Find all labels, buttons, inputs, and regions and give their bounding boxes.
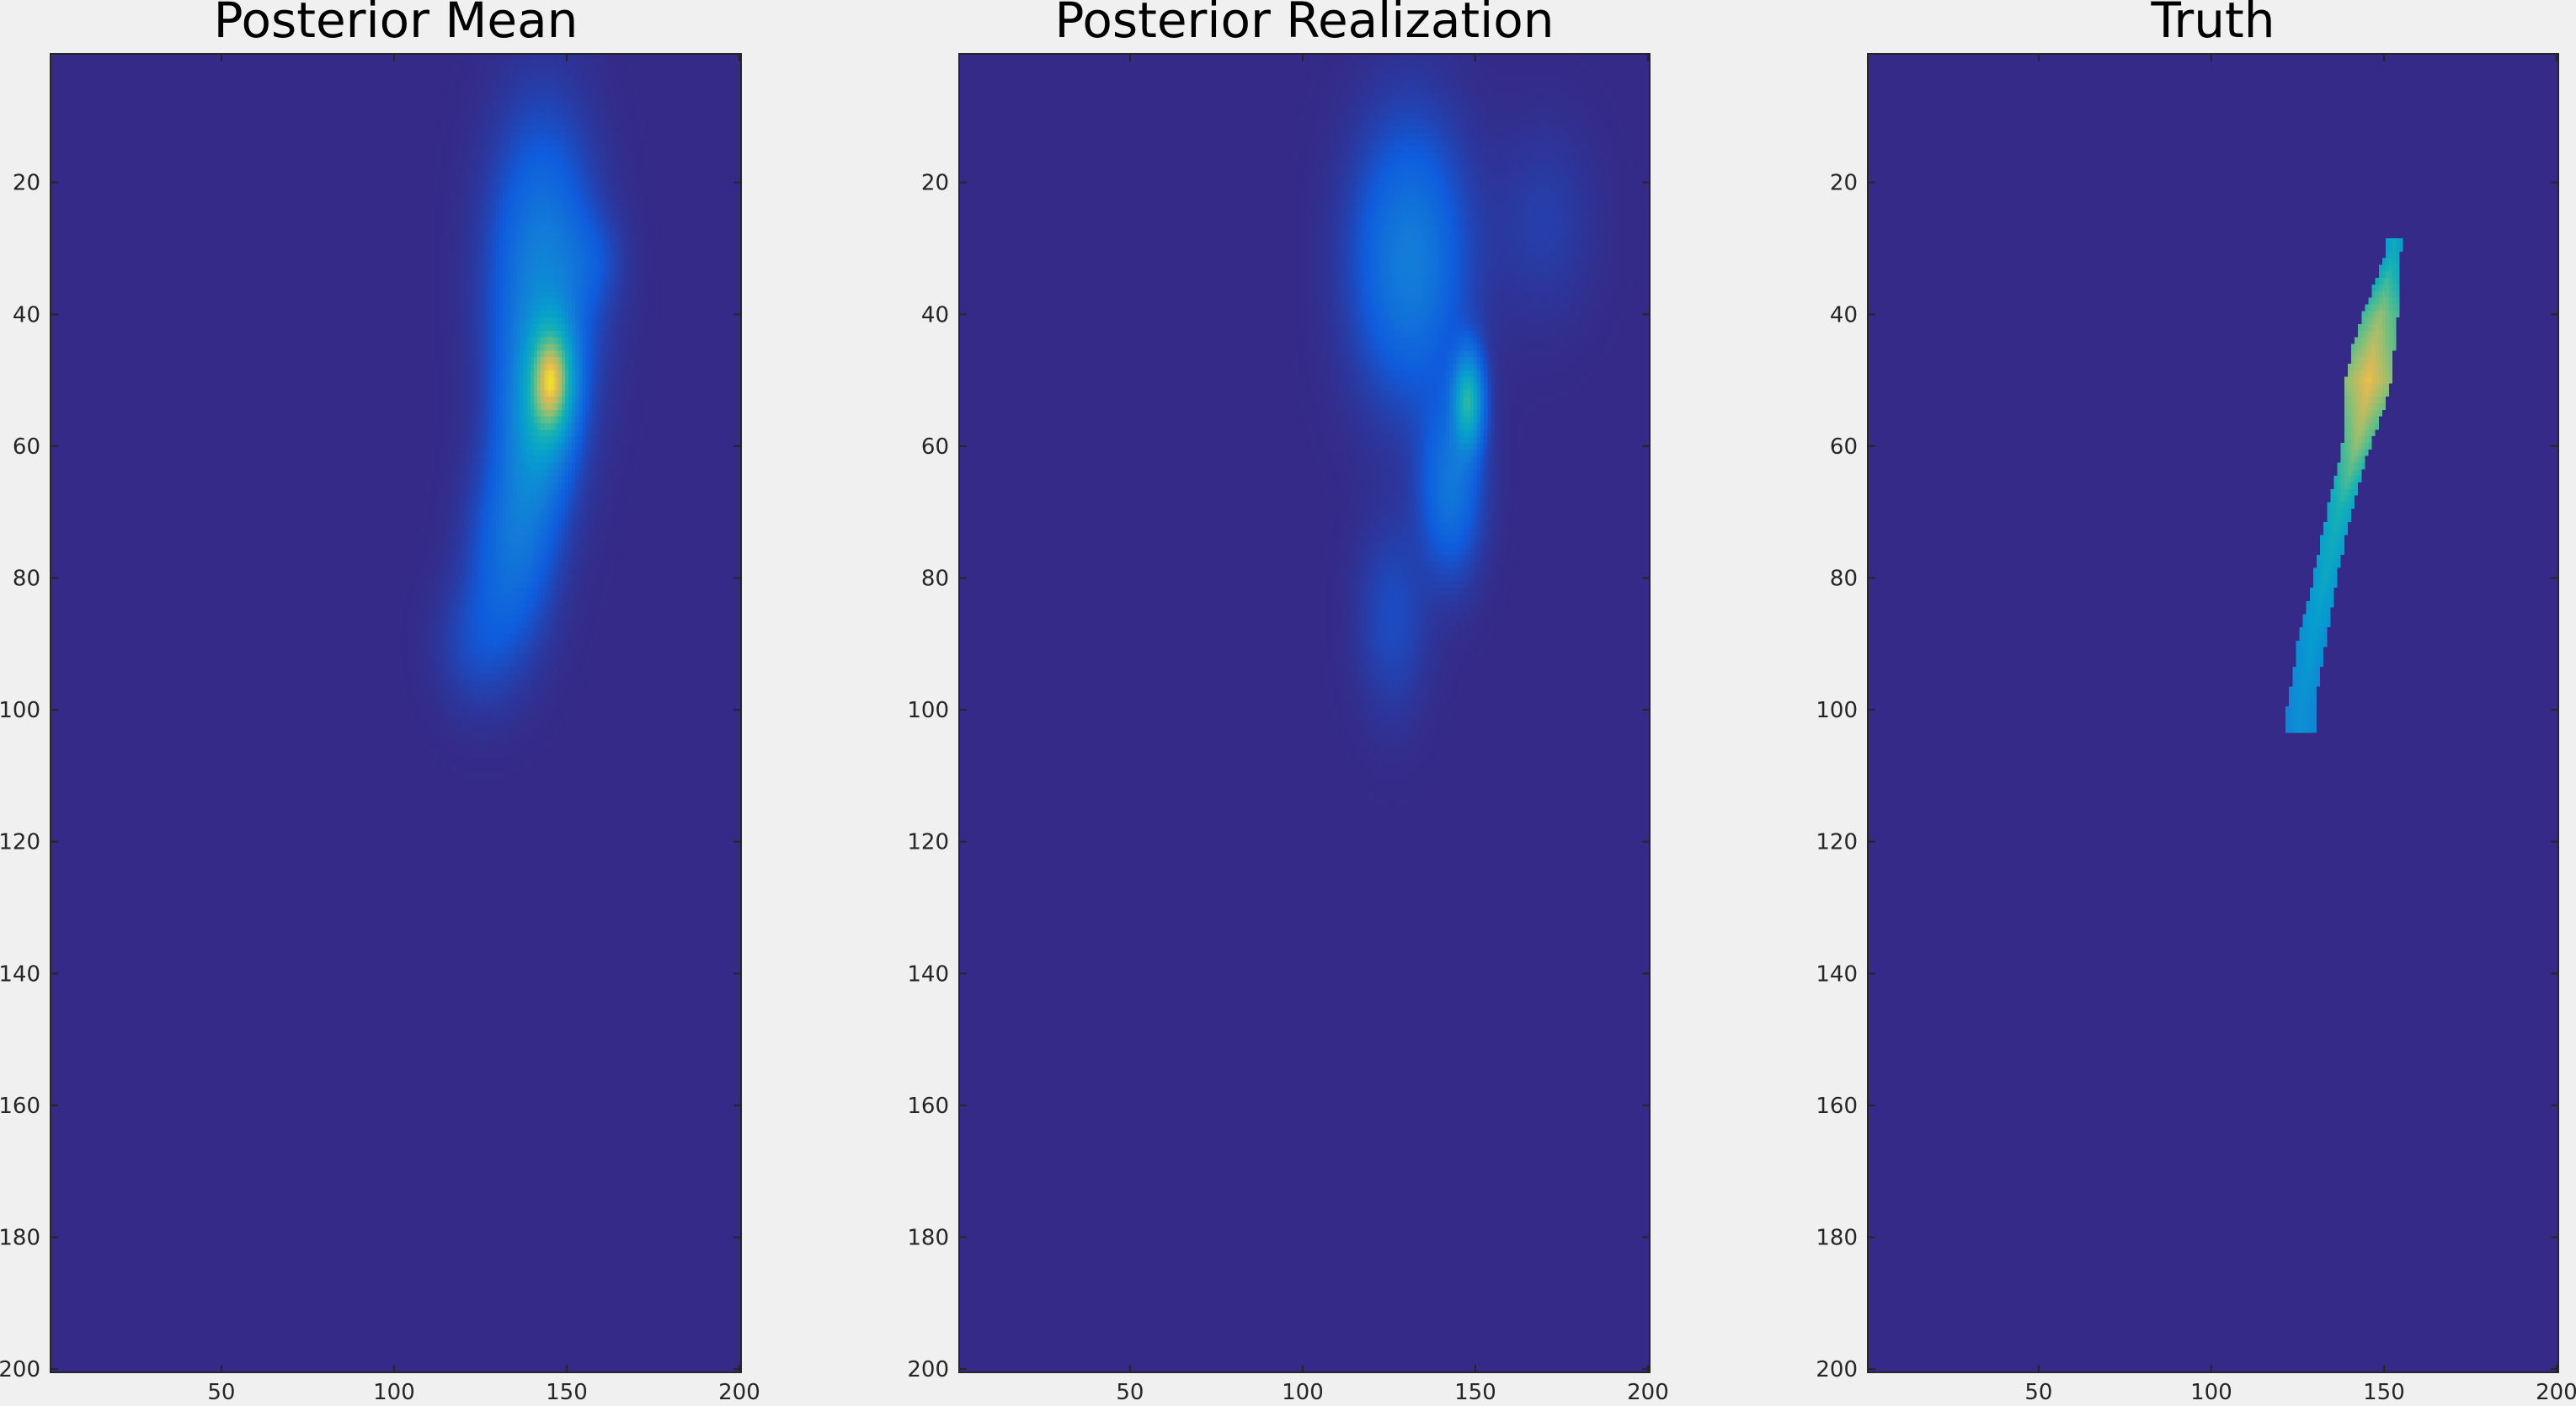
y-tick-label: 100: [907, 698, 949, 723]
panel-title: Posterior Mean: [214, 0, 579, 49]
y-tick-label: 60: [13, 434, 40, 460]
y-tick-label: 160: [0, 1094, 40, 1119]
y-tick-label: 60: [921, 434, 949, 460]
axes-frame: [50, 53, 742, 1373]
panel-posterior-realization: Posterior Realization 50 100 150 200 20 40 60 8…: [907, 0, 1668, 1405]
y-tick-label: 200: [0, 1357, 40, 1382]
heatmap-image: [1868, 54, 2558, 1372]
panel-truth: Truth 50 100 150 200 20 40 60 80 100 120 140 160 180…: [1816, 0, 2576, 1405]
x-tick-label: 200: [1627, 1380, 1669, 1405]
panel-title: Posterior Realization: [1055, 0, 1555, 49]
x-tick-label: 150: [2363, 1380, 2405, 1405]
x-tick-label: 50: [2024, 1380, 2052, 1405]
panel-posterior-mean: Posterior Mean 50 100 150 200 20 40 60 80 100 120…: [0, 0, 760, 1405]
axis-ticks: 50 100 150 200 20 40 60 80 100 120 140 160 180 200: [0, 54, 760, 1405]
y-tick-label: 80: [1830, 566, 1858, 591]
y-tick-label: 180: [907, 1225, 949, 1250]
y-tick-label: 160: [907, 1094, 949, 1119]
y-tick-label: 180: [1816, 1225, 1858, 1250]
y-tick-label: 120: [0, 830, 40, 855]
axis-ticks: 50 100 150 200 20 40 60 80 100 120 140 160 180 200: [1816, 54, 2576, 1405]
heatmap-image: [959, 54, 1650, 1372]
x-tick-label: 100: [373, 1380, 415, 1405]
axes-frame: [1867, 53, 2559, 1373]
y-tick-label: 120: [1816, 830, 1858, 855]
x-tick-label: 150: [1454, 1380, 1496, 1405]
y-tick-label: 40: [1830, 302, 1858, 328]
x-tick-label: 100: [2190, 1380, 2232, 1405]
x-tick-label: 200: [718, 1380, 760, 1405]
axis-ticks: 50 100 150 200 20 40 60 80 100 120 140 160 180 200: [907, 54, 1669, 1405]
y-tick-label: 40: [921, 302, 949, 328]
y-tick-label: 200: [1816, 1357, 1858, 1382]
x-tick-label: 50: [1116, 1380, 1144, 1405]
y-tick-label: 80: [921, 566, 949, 591]
y-tick-label: 140: [0, 961, 40, 987]
y-tick-label: 160: [1816, 1094, 1858, 1119]
x-tick-label: 200: [2536, 1380, 2576, 1405]
panel-title: Truth: [2150, 0, 2275, 49]
y-tick-label: 80: [13, 566, 40, 591]
y-tick-label: 20: [13, 171, 40, 196]
x-tick-label: 50: [207, 1380, 235, 1405]
heatmap-image: [51, 54, 741, 1372]
y-tick-label: 120: [907, 830, 949, 855]
y-tick-label: 100: [1816, 698, 1858, 723]
y-tick-label: 100: [0, 698, 40, 723]
y-tick-label: 140: [907, 961, 949, 987]
y-tick-label: 60: [1830, 434, 1858, 460]
y-tick-label: 200: [907, 1357, 949, 1382]
y-tick-label: 20: [1830, 171, 1858, 196]
y-tick-label: 20: [921, 171, 949, 196]
y-tick-label: 40: [13, 302, 40, 328]
x-tick-label: 100: [1282, 1380, 1324, 1405]
axes-frame: [958, 53, 1651, 1373]
x-tick-label: 150: [546, 1380, 588, 1405]
y-tick-label: 180: [0, 1225, 40, 1250]
y-tick-label: 140: [1816, 961, 1858, 987]
